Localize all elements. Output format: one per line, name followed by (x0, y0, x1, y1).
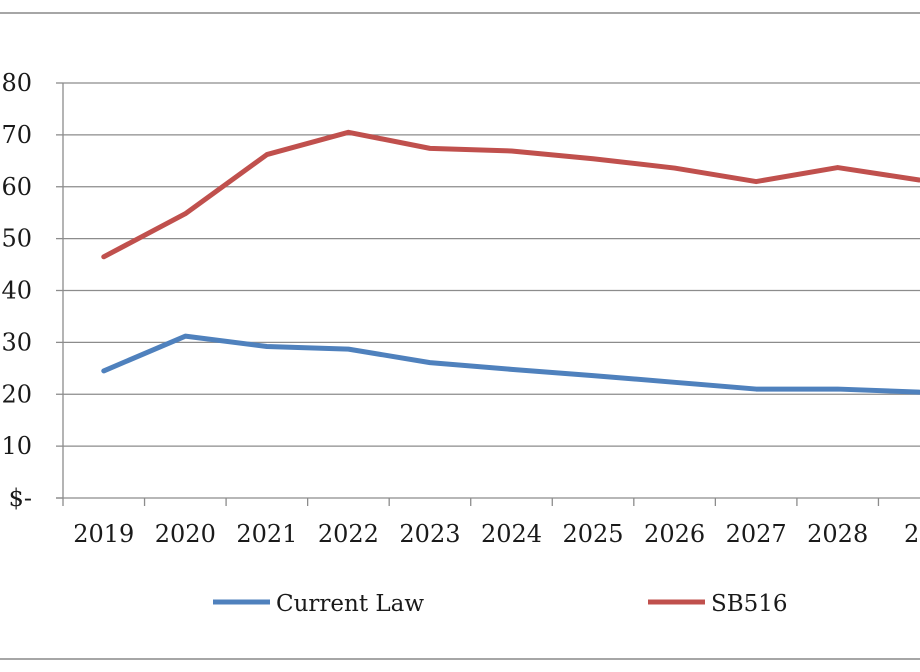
x-tick-label: 2021 (236, 520, 297, 548)
x-tick-label: 2023 (399, 520, 460, 548)
legend-label-current-law: Current Law (276, 591, 424, 617)
legend-item-sb516: SB516 (648, 591, 788, 617)
gridlines (63, 82, 920, 447)
x-tick-label: 2027 (726, 520, 787, 548)
x-tick-label: 2019 (73, 520, 134, 548)
x-tick-label: 2025 (563, 520, 624, 548)
y-axis-tick-labels: 80 70 60 50 40 30 20 10 $- (1, 69, 32, 512)
axes (56, 82, 920, 506)
x-tick-label: 2026 (644, 520, 705, 548)
y-tick-label: 60 (1, 173, 32, 201)
x-tick-label: 2022 (318, 520, 379, 548)
y-tick-label: 30 (1, 328, 32, 356)
y-tick-label: 80 (1, 69, 32, 97)
x-tick-label: 2020 (155, 520, 216, 548)
y-tick-label: 20 (1, 380, 32, 408)
legend: Current Law SB516 (213, 591, 788, 617)
x-tick-label: 2024 (481, 520, 542, 548)
y-tick-label: 10 (1, 432, 32, 460)
legend-label-sb516: SB516 (711, 591, 788, 617)
series-line-current-law (101, 333, 920, 395)
series-layer (101, 129, 920, 395)
legend-item-current-law: Current Law (213, 591, 424, 617)
x-axis-tick-labels: 2019 2020 2021 2022 2023 2024 2025 2026 2027 2028… (73, 520, 920, 548)
y-tick-label: 50 (1, 225, 32, 253)
y-tick-label: $- (9, 484, 32, 512)
x-tick-label: 2028 (807, 520, 868, 548)
y-tick-label: 40 (1, 277, 32, 305)
x-tick-label: 20 (904, 520, 920, 548)
y-tick-label: 70 (1, 121, 32, 149)
